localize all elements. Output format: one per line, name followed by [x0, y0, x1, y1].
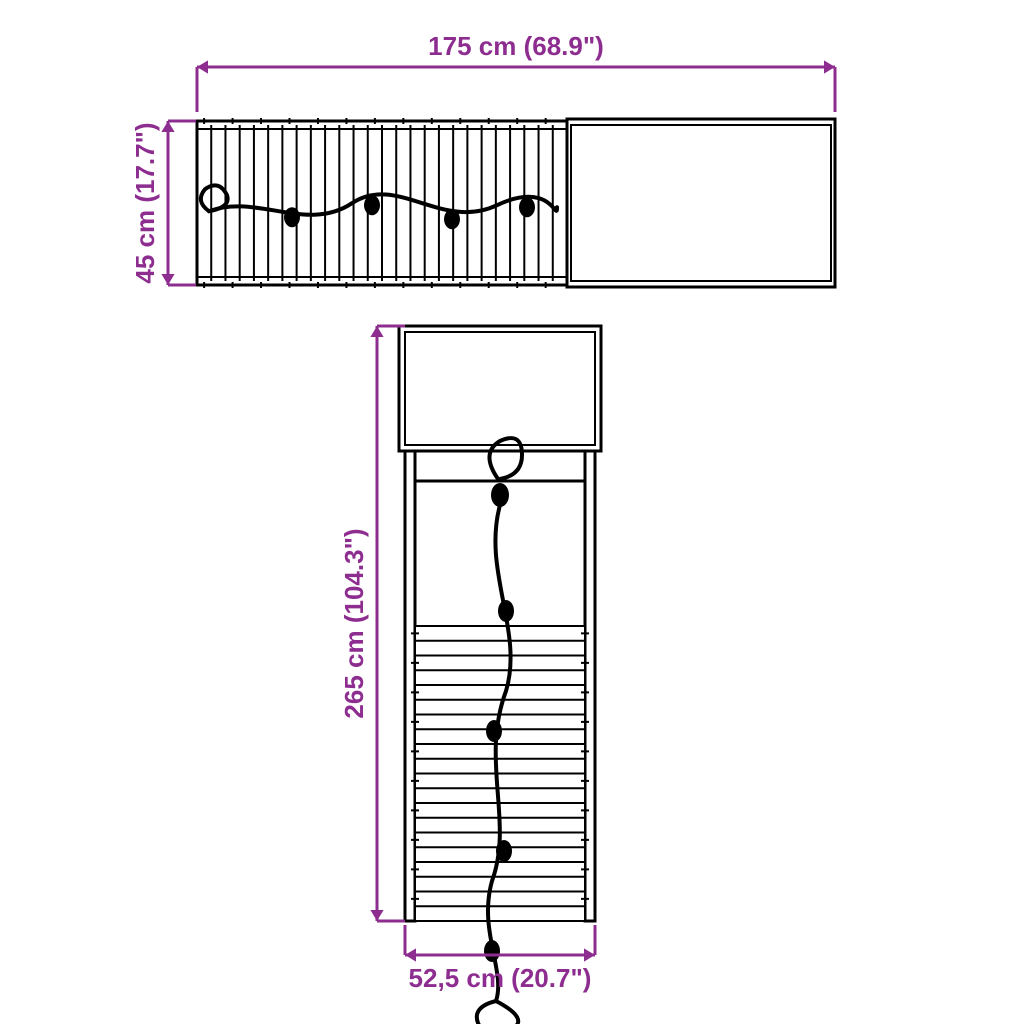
dim-width-top-label: 175 cm (68.9")	[428, 31, 604, 61]
dim-height-side-label: 265 cm (104.3")	[339, 528, 369, 718]
dim-height-left-label: 45 cm (17.7")	[130, 122, 160, 283]
top-view	[197, 118, 835, 288]
dim-width-bottom-label: 52,5 cm (20.7")	[409, 963, 592, 993]
side-view	[399, 326, 601, 1024]
